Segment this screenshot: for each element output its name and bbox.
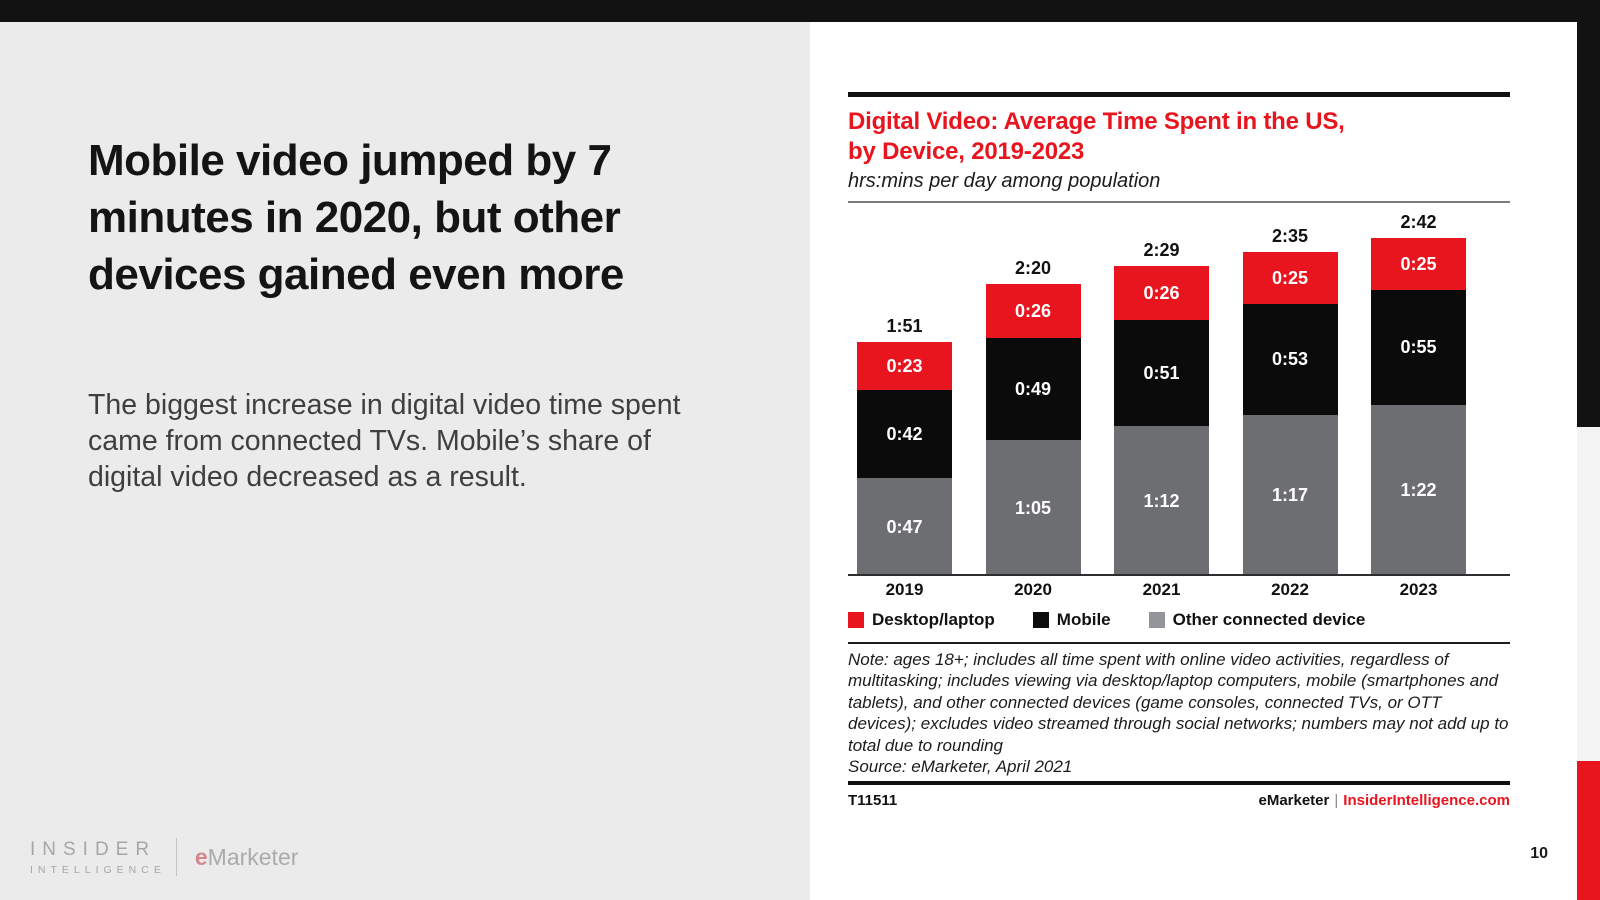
- chart-title-line2: by Device, 2019-2023: [848, 138, 1085, 165]
- emarketer-logo: eMarketer: [195, 844, 299, 871]
- chart-footer: T11511 eMarketer | InsiderIntelligence.com: [848, 792, 1510, 809]
- bar-segment: 0:47: [857, 478, 952, 576]
- right-edge-black-strip: [1577, 22, 1600, 427]
- slide-body-text: The biggest increase in digital video ti…: [88, 389, 681, 493]
- bar-segment: 1:22: [1371, 405, 1466, 576]
- bar-total-label: 2:29: [1143, 240, 1180, 260]
- legend-item: Mobile: [1032, 610, 1111, 630]
- bar-total-label: 2:20: [1014, 258, 1052, 278]
- bar-segment: 1:05: [985, 440, 1081, 576]
- bar-segment: 0:23: [857, 342, 952, 390]
- x-axis-label: 2022: [1271, 580, 1309, 599]
- chart-id: T11511: [848, 792, 898, 810]
- note-text: Note: ages 18+; includes all time spent …: [848, 650, 1509, 755]
- chart-title-line1: Digital Video: Average Time Spent in the…: [848, 108, 1345, 135]
- bar-total-label: 2:35: [1271, 226, 1309, 246]
- footer-separator: |: [1334, 792, 1339, 810]
- bar-segment: 0:26: [985, 284, 1081, 338]
- legend-label: Other connected device: [1172, 610, 1366, 629]
- bar-column-2019: 1:51 0:23 0:42 0:47: [857, 316, 952, 576]
- insider-intelligence-logo: INSIDER INTELLIGENCE: [30, 839, 166, 876]
- emarketer-logo-e: e: [194, 843, 208, 870]
- emarketer-logo-rest: Marketer: [207, 843, 299, 870]
- x-axis-label: 2021: [1142, 580, 1181, 599]
- right-edge-gray-strip: [1577, 427, 1600, 761]
- footer-site-link[interactable]: InsiderIntelligence.com: [1343, 792, 1510, 810]
- chart-title: Digital Video: Average Time Spent in the…: [848, 107, 1510, 167]
- legend-label: Mobile: [1056, 610, 1111, 629]
- bar-total-label: 2:42: [1400, 212, 1437, 232]
- legend-swatch: [1032, 612, 1049, 628]
- slide-headline: Mobile video jumped by 7 minutes in 2020…: [88, 136, 624, 299]
- x-axis-line: [848, 574, 1510, 576]
- chart-card: Digital Video: Average Time Spent in the…: [848, 92, 1510, 809]
- bar-column-2022: 2:35 0:25 0:53 1:17: [1242, 226, 1338, 576]
- bar-segment: 0:25: [1242, 252, 1338, 304]
- bar-column-2021: 2:29 0:26 0:51 1:12: [1114, 240, 1209, 576]
- bar-column-2020: 2:20 0:26 0:49 1:05: [985, 258, 1081, 576]
- chart-bottom-rule: [848, 781, 1510, 786]
- bar-segment: 0:55: [1371, 290, 1466, 405]
- insider-logo-line2: INTELLIGENCE: [30, 863, 166, 876]
- note-source: Source: eMarketer, April 2021: [848, 757, 1073, 777]
- chart-top-rule: [848, 92, 1510, 97]
- bar-segment: 1:17: [1242, 415, 1338, 576]
- x-axis-label: 2020: [1014, 580, 1052, 599]
- chart-subtitle: hrs:mins per day among population: [848, 170, 1161, 192]
- chart-legend: Desktop/laptop Mobile Other connected devi…: [848, 610, 1510, 630]
- x-axis-label: 2019: [885, 580, 924, 599]
- x-axis-label: 2023: [1399, 580, 1438, 599]
- brand-logos: INSIDER INTELLIGENCE eMarketer: [30, 838, 298, 876]
- chart-subtitle-rule: [848, 201, 1510, 203]
- legend-item: Other connected device: [1148, 610, 1366, 630]
- logo-divider: [175, 838, 177, 876]
- bar-segment: 0:42: [857, 390, 952, 478]
- bar-column-2023: 2:42 0:25 0:55 1:22: [1371, 212, 1466, 576]
- top-black-bar: [0, 0, 1600, 22]
- legend-label: Desktop/laptop: [872, 610, 995, 629]
- insider-logo-line1: INSIDER: [30, 838, 157, 860]
- x-axis-labels: 2019 2020 2021 2022 2023: [848, 580, 1510, 600]
- left-text-panel: Mobile video jumped by 7 minutes in 2020…: [0, 22, 810, 900]
- bar-segment: 0:53: [1242, 304, 1338, 415]
- page-number: 10: [1530, 845, 1548, 862]
- legend-item: Desktop/laptop: [848, 610, 995, 630]
- bar-segment: 0:51: [1114, 320, 1209, 426]
- bar-segment: 0:25: [1371, 238, 1466, 290]
- legend-swatch: [848, 612, 864, 628]
- chart-plot-area: 1:51 0:23 0:42 0:47 2:20 0:26 0:49 1:05 2:29 0:26…: [848, 203, 1510, 576]
- footer-brands: eMarketer | InsiderIntelligence.com: [1258, 792, 1510, 809]
- bar-segment: 0:26: [1114, 266, 1209, 320]
- chart-panel: Digital Video: Average Time Spent in the…: [810, 22, 1577, 900]
- chart-note: Note: ages 18+; includes all time spent …: [848, 642, 1510, 777]
- bars-row: 1:51 0:23 0:42 0:47 2:20 0:26 0:49 1:05 2:29 0:26…: [848, 203, 1510, 576]
- bar-segment: 0:49: [985, 338, 1081, 440]
- bar-segment: 1:12: [1114, 426, 1209, 576]
- bar-total-label: 1:51: [886, 316, 923, 336]
- right-edge-red-strip: [1577, 761, 1600, 900]
- legend-swatch: [1148, 612, 1165, 628]
- footer-brand-emarketer: eMarketer: [1258, 792, 1330, 810]
